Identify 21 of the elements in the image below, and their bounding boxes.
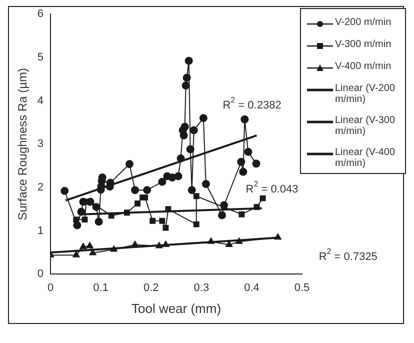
x-axis-title: Tool wear (mm) [131,300,222,316]
y-tick-label: 5 [37,51,44,64]
y-axis-title: Surface Roughness Ra (µm) [16,68,30,220]
legend-label: Linear (V-300 m/min) [335,115,396,137]
y-tick-label: 1 [37,224,44,237]
x-tick-label: 0.1 [93,282,108,294]
legend-label: V-300 m/min [335,39,392,50]
y-tick-label: 6 [37,8,44,20]
legend-label: Linear (V-400 m/min) [335,147,396,169]
y-tick-label: 3 [37,138,44,150]
x-tick-label: 0.3 [194,282,210,294]
legend-label: V-400 m/min [335,61,392,72]
x-tick-label: 0 [47,282,54,294]
y-tick-label: 4 [37,94,44,107]
legend-label: V-200 m/min [335,17,392,28]
y-tick-label: 2 [37,182,44,194]
x-tick-label: 0.2 [143,282,159,294]
legend-label: Linear (V-200 m/min) [335,83,396,105]
x-tick-label: 0.4 [244,282,260,294]
x-tick-label: 0.5 [294,282,310,294]
y-tick-label: 0 [37,268,44,280]
